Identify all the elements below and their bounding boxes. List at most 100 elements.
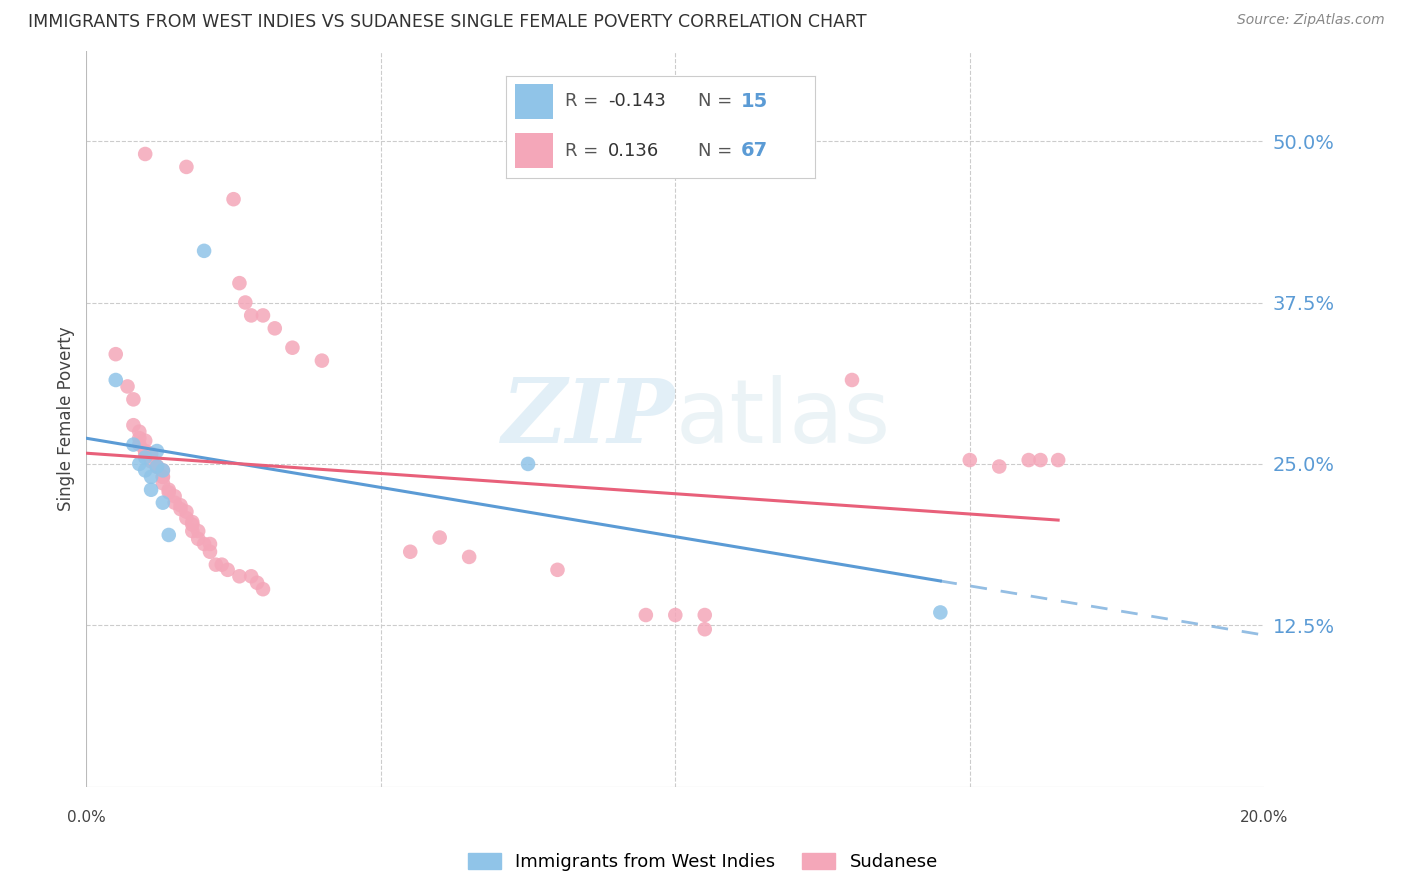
Point — [146, 444, 169, 458]
Text: N =: N = — [697, 93, 738, 111]
Point — [117, 379, 139, 393]
Point — [139, 454, 162, 468]
Point — [634, 607, 657, 622]
Bar — [516, 133, 553, 168]
Point — [193, 537, 215, 551]
Point — [228, 569, 250, 583]
Point — [187, 524, 209, 538]
Point — [128, 437, 150, 451]
Point — [128, 431, 150, 445]
Point — [988, 459, 1011, 474]
Point — [176, 511, 198, 525]
Point — [152, 470, 174, 484]
Point — [664, 607, 686, 622]
Point — [181, 517, 204, 532]
Point — [139, 447, 162, 461]
Point — [134, 444, 156, 458]
Text: 0.136: 0.136 — [609, 142, 659, 160]
Text: N =: N = — [697, 142, 738, 160]
Point — [122, 437, 145, 451]
Point — [134, 463, 156, 477]
Point — [139, 470, 162, 484]
Point — [128, 425, 150, 439]
Point — [429, 531, 451, 545]
Text: atlas: atlas — [675, 376, 890, 462]
Point — [169, 498, 191, 512]
Point — [1029, 453, 1052, 467]
Text: IMMIGRANTS FROM WEST INDIES VS SUDANESE SINGLE FEMALE POVERTY CORRELATION CHART: IMMIGRANTS FROM WEST INDIES VS SUDANESE … — [28, 13, 866, 31]
Point — [841, 373, 863, 387]
Point — [134, 447, 156, 461]
Y-axis label: Single Female Poverty: Single Female Poverty — [58, 326, 75, 511]
Text: R =: R = — [565, 142, 610, 160]
Point — [458, 549, 481, 564]
Point — [152, 470, 174, 484]
Point — [163, 489, 186, 503]
Point — [263, 321, 285, 335]
Point — [517, 457, 540, 471]
Point — [246, 575, 269, 590]
Point — [139, 483, 162, 497]
Point — [228, 276, 250, 290]
Text: 67: 67 — [741, 141, 768, 161]
Point — [205, 558, 228, 572]
Point — [122, 392, 145, 407]
Point — [217, 563, 239, 577]
Text: ZIP: ZIP — [502, 376, 675, 462]
Point — [222, 192, 245, 206]
Point — [693, 607, 716, 622]
Point — [181, 515, 204, 529]
Point — [104, 373, 127, 387]
Point — [252, 582, 274, 597]
Point — [176, 505, 198, 519]
Text: 20.0%: 20.0% — [1240, 810, 1288, 825]
Point — [198, 545, 221, 559]
Point — [211, 558, 233, 572]
Point — [146, 459, 169, 474]
Point — [240, 569, 263, 583]
Text: 0.0%: 0.0% — [67, 810, 105, 825]
Point — [187, 532, 209, 546]
Bar — [516, 84, 553, 119]
Point — [134, 434, 156, 448]
Point — [169, 502, 191, 516]
Point — [1018, 453, 1040, 467]
Point — [929, 606, 952, 620]
Point — [157, 528, 180, 542]
Point — [134, 147, 156, 161]
Text: R =: R = — [565, 93, 605, 111]
Point — [152, 463, 174, 477]
Point — [176, 160, 198, 174]
Point — [163, 496, 186, 510]
Point — [146, 459, 169, 474]
Point — [157, 485, 180, 500]
Point — [198, 537, 221, 551]
Point — [146, 459, 169, 474]
Point — [311, 353, 333, 368]
Point — [399, 545, 422, 559]
Text: -0.143: -0.143 — [609, 93, 666, 111]
Point — [152, 476, 174, 491]
Point — [181, 524, 204, 538]
Point — [128, 457, 150, 471]
Point — [281, 341, 304, 355]
Point — [152, 496, 174, 510]
Point — [252, 309, 274, 323]
Point — [139, 447, 162, 461]
Legend: Immigrants from West Indies, Sudanese: Immigrants from West Indies, Sudanese — [461, 846, 945, 879]
Point — [146, 459, 169, 474]
Point — [959, 453, 981, 467]
Point — [152, 463, 174, 477]
Point — [693, 622, 716, 636]
Point — [104, 347, 127, 361]
Text: 15: 15 — [741, 92, 769, 111]
Point — [134, 450, 156, 465]
Text: Source: ZipAtlas.com: Source: ZipAtlas.com — [1237, 13, 1385, 28]
Point — [122, 418, 145, 433]
Point — [1047, 453, 1070, 467]
Point — [240, 309, 263, 323]
Point — [547, 563, 569, 577]
Point — [193, 244, 215, 258]
Point — [157, 483, 180, 497]
Point — [233, 295, 256, 310]
